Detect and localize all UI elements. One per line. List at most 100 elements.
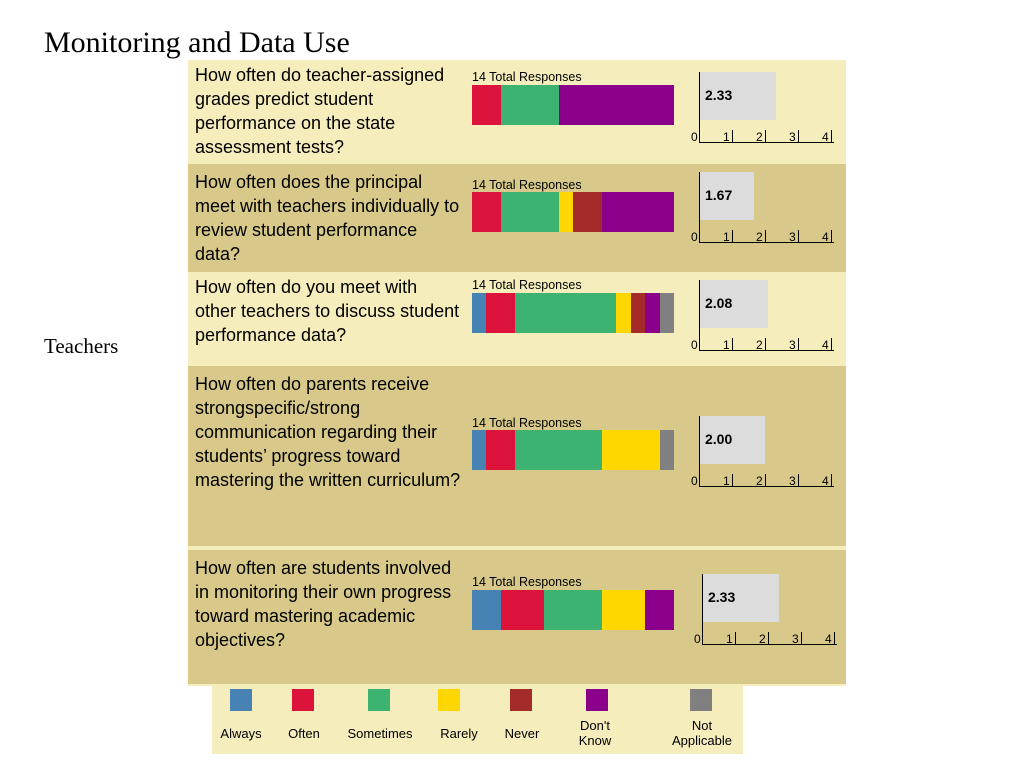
bar-segment-rarely [616,293,631,333]
axis-tick-label: 1 [723,474,730,488]
bar-segment-dont-know [645,293,660,333]
stacked-response-bar [472,85,674,125]
question-text: How often do parents receive strongspeci… [195,374,461,490]
axis-tick [831,230,832,242]
axis-tick-label: 3 [792,632,799,646]
survey-panel: How often do teacher-assigned grades pre… [188,60,846,686]
axis-tick-label: 1 [723,230,730,244]
legend-label: Not Applicable [672,718,732,748]
legend-label: Don't Know [578,718,612,748]
question-row: How often do you meet with other teacher… [188,274,846,364]
total-responses-label: 14 Total Responses [472,70,582,84]
bar-segment-not-applicable [659,293,674,333]
legend-label: Often [288,726,320,741]
bar-segment-rarely [601,590,646,630]
question-text: How often do teacher-assigned grades pre… [195,65,445,157]
mean-score-label: 2.33 [708,589,736,605]
axis-tick-label: 2 [756,230,763,244]
bar-segment-often [486,293,516,333]
axis-tick-label: 3 [789,474,796,488]
axis-tick [765,338,766,350]
bar-segment-rarely [558,192,573,232]
bar-segment-always [472,590,501,630]
question-row: How often does the principal meet with t… [188,164,846,272]
axis-tick [732,130,733,142]
bar-segment-often [486,430,516,470]
bar-segment-often [472,192,501,232]
slide-title: Monitoring and Data Use [44,26,350,59]
question-row: How often are students involved in monit… [188,550,846,684]
bar-segment-sometimes [500,192,559,232]
axis-baseline [699,142,834,143]
axis-tick-label: 2 [756,338,763,352]
axis-tick [765,130,766,142]
axis-line [699,172,700,242]
bar-segment-dont-know [601,192,674,232]
axis-tick-label: 2 [759,632,766,646]
bar-segment-rarely [601,430,660,470]
axis-baseline [699,242,834,243]
axis-tick [831,130,832,142]
axis-tick-label: 4 [822,130,829,144]
bar-segment-not-applicable [659,430,674,470]
legend-swatch [292,689,314,711]
stacked-response-bar [472,293,674,333]
axis-tick-label: 0 [691,130,698,144]
legend-swatch [438,689,460,711]
side-label: Teachers [44,334,119,358]
axis-tick [831,338,832,350]
axis-baseline [699,350,834,351]
axis-line [702,574,703,644]
bar-segment-sometimes [515,293,617,333]
axis-tick [798,130,799,142]
legend-swatch [690,689,712,711]
legend-label: Sometimes [347,726,413,741]
question-text: How often does the principal meet with t… [195,172,460,264]
stacked-response-bar [472,192,674,232]
legend-label: Rarely [440,726,478,741]
question-row: How often do parents receive strongspeci… [188,366,846,546]
axis-tick-label: 2 [756,474,763,488]
mean-score-bar: 2.00 [699,416,765,464]
bar-segment-always [472,430,487,470]
axis-tick [765,474,766,486]
mean-score-bar: 2.33 [699,72,776,120]
axis-tick [732,474,733,486]
axis-tick-label: 0 [691,338,698,352]
axis-tick [732,338,733,350]
legend-swatch [510,689,532,711]
mean-score-bar: 1.67 [699,172,755,220]
axis-tick-label: 4 [822,230,829,244]
axis-tick-label: 0 [691,474,698,488]
axis-tick [765,230,766,242]
axis-line [699,416,700,486]
axis-tick-label: 3 [789,338,796,352]
legend-swatch [230,689,252,711]
axis-tick [735,632,736,644]
legend-label: Never [504,726,540,741]
bar-segment-sometimes [500,85,559,125]
mean-score-bar: 2.08 [699,280,768,328]
axis-line [699,280,700,350]
axis-tick [768,632,769,644]
axis-baseline [702,644,837,645]
axis-tick [801,632,802,644]
legend-swatch [586,689,608,711]
axis-line [699,72,700,142]
total-responses-label: 14 Total Responses [472,416,582,430]
total-responses-label: 14 Total Responses [472,178,582,192]
stacked-response-bar [472,590,674,630]
question-row: How often do teacher-assigned grades pre… [188,60,846,162]
bar-segment-dont-know [558,85,674,125]
axis-baseline [699,486,834,487]
bar-segment-often [500,590,545,630]
axis-tick [834,632,835,644]
mean-score-label: 1.67 [705,187,733,203]
total-responses-label: 14 Total Responses [472,575,582,589]
axis-tick-label: 0 [694,632,701,646]
axis-tick [798,230,799,242]
axis-tick-label: 1 [723,130,730,144]
mean-score-bar: 2.33 [702,574,779,622]
axis-tick-label: 2 [756,130,763,144]
total-responses-label: 14 Total Responses [472,278,582,292]
